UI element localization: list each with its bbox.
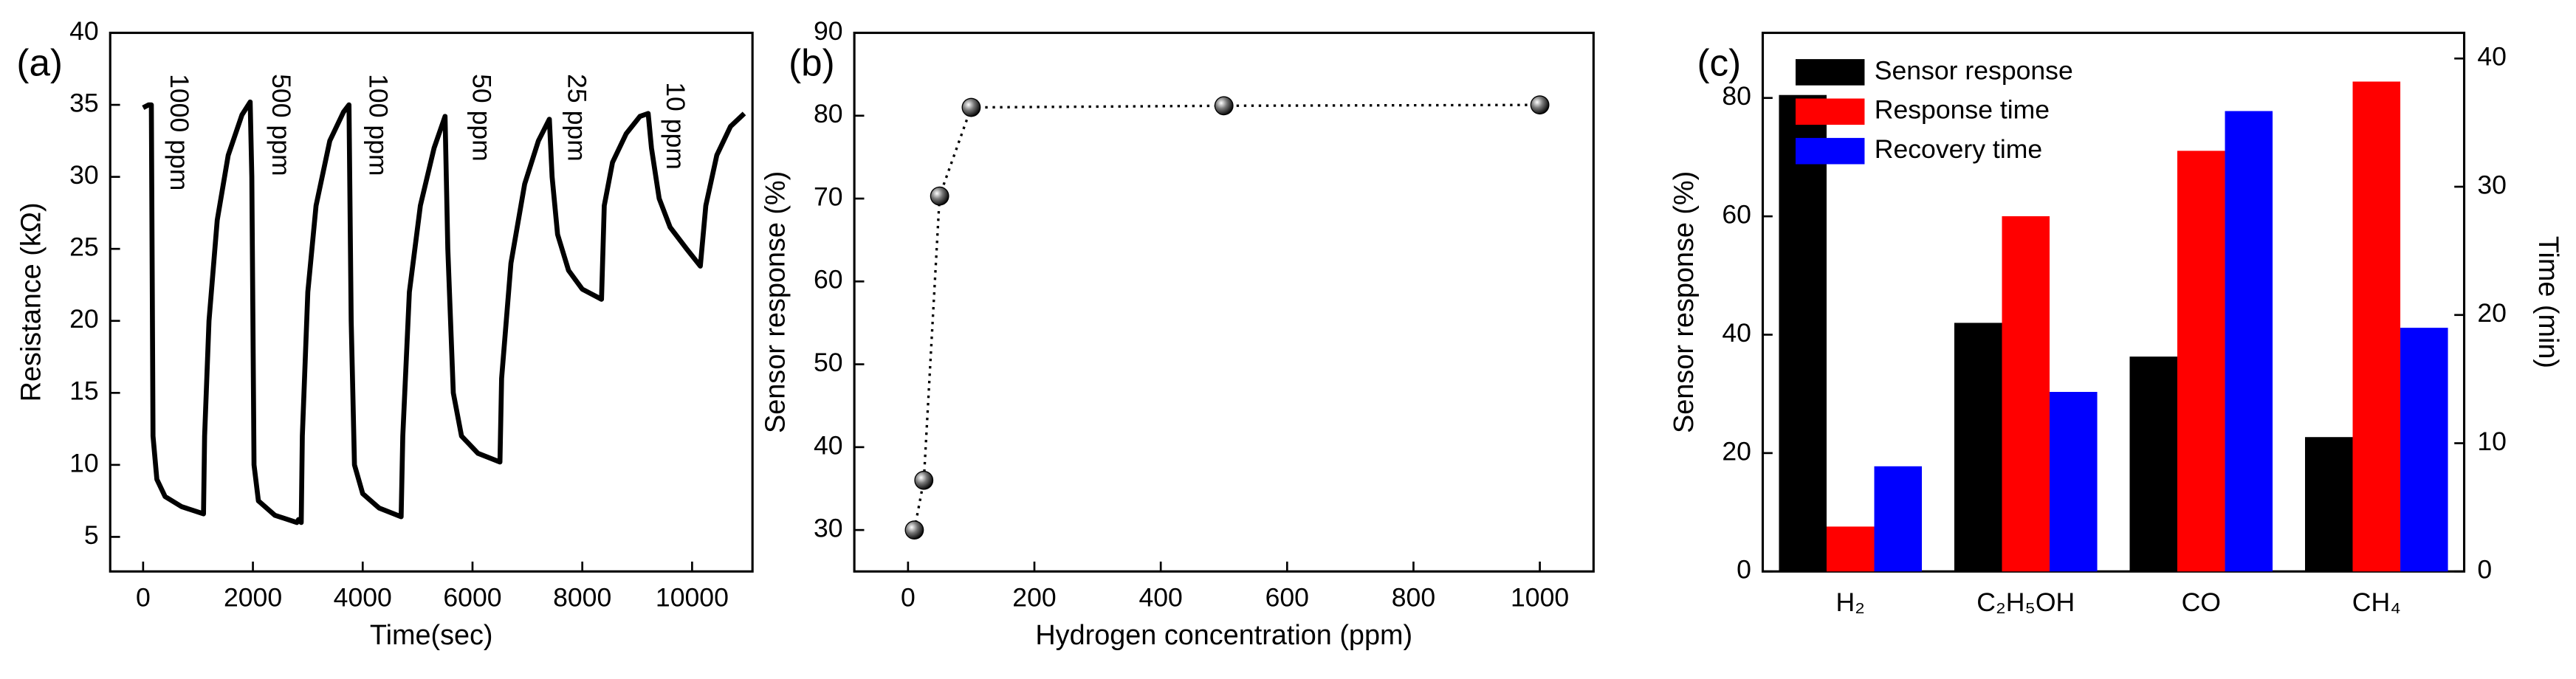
y-tick-label: 10 (69, 448, 99, 478)
x-tick-label: 2000 (224, 582, 282, 612)
x-tick-label: 800 (1392, 582, 1435, 612)
bar (2352, 81, 2401, 572)
data-point (1214, 96, 1234, 116)
y-tick-label: 25 (69, 232, 99, 262)
y2-tick-label: 0 (2477, 555, 2492, 585)
y-tick-label: 20 (1722, 436, 1751, 466)
x-tick-label: 8000 (553, 582, 611, 612)
legend-swatch (1795, 98, 1865, 125)
annotation: 25 ppm (562, 74, 591, 162)
bar (2002, 216, 2050, 572)
plot-frame (1761, 31, 2466, 573)
y-tick-label: 70 (814, 182, 843, 211)
x-tick-label: 0 (901, 582, 916, 612)
x-tick-label: 0 (136, 582, 151, 612)
x-tick-label: CO (2182, 587, 2221, 617)
y-axis-title: Resistance (kΩ) (16, 202, 47, 401)
data-point (1530, 95, 1550, 115)
y-tick-label: 15 (69, 376, 99, 406)
x-tick-label: C₂H₅OH (1976, 587, 2075, 617)
x-tick-label: H₂ (1835, 587, 1865, 617)
y-tick-label: 80 (814, 99, 843, 128)
plot-frame (853, 31, 1595, 573)
y-axis-title: Sensor response (%) (1669, 171, 1700, 433)
y2-tick-label: 40 (2477, 42, 2507, 72)
annotation: 100 ppm (363, 74, 393, 176)
data-line (142, 99, 746, 525)
panel-label: (c) (1697, 42, 1742, 84)
bar (1779, 94, 1827, 572)
x-tick-label: 6000 (443, 582, 501, 612)
y-tick-label: 20 (69, 304, 99, 334)
y-tick-label: 5 (84, 520, 99, 550)
x-tick-label: 600 (1265, 582, 1309, 612)
y-tick-label: 30 (814, 514, 843, 543)
y-tick-label: 60 (1722, 200, 1751, 230)
panel-label: (b) (789, 42, 835, 84)
bar (2177, 151, 2225, 572)
x-tick-label: CH₄ (2352, 587, 2401, 617)
plot-frame (109, 31, 754, 573)
annotation: 1000 ppm (165, 74, 194, 190)
legend-swatch (1795, 137, 1865, 165)
y-tick-label: 50 (814, 348, 843, 377)
x-tick-label: 4000 (334, 582, 392, 612)
data-point (961, 97, 981, 117)
bar (2400, 328, 2448, 572)
data-point (904, 520, 924, 540)
bar (2050, 392, 2098, 572)
panel-label: (a) (16, 42, 63, 84)
bar (2129, 356, 2178, 572)
data-point (914, 470, 934, 490)
annotation: 500 ppm (267, 74, 296, 176)
x-tick-label: 400 (1138, 582, 1182, 612)
bar (1826, 526, 1875, 572)
data-point (930, 186, 949, 206)
y-tick-label: 80 (1722, 81, 1751, 111)
bar (1874, 466, 1923, 572)
y-tick-label: 60 (814, 265, 843, 294)
connector-line (913, 103, 1540, 531)
y-tick-label: 40 (69, 16, 99, 46)
y-tick-label: 30 (69, 160, 99, 190)
y2-tick-label: 30 (2477, 170, 2507, 199)
legend-swatch (1795, 59, 1865, 86)
bar (2225, 111, 2273, 572)
bar (2304, 437, 2353, 572)
y-tick-label: 40 (814, 430, 843, 460)
x-tick-label: 1000 (1511, 582, 1569, 612)
y2-axis-title: Time (min) (2532, 236, 2563, 368)
x-axis-title: Time(sec) (370, 620, 493, 651)
y-axis-title: Sensor response (%) (760, 171, 791, 433)
annotation: 50 ppm (467, 74, 496, 162)
y-tick-label: 40 (1722, 318, 1751, 348)
y2-tick-label: 20 (2477, 298, 2507, 328)
x-axis-title: Hydrogen concentration (ppm) (1035, 620, 1412, 651)
legend-label: Recovery time (1875, 134, 2042, 164)
legend-label: Sensor response (1875, 55, 2073, 85)
y-tick-label: 90 (814, 16, 843, 46)
annotation: 10 ppm (661, 82, 690, 170)
x-tick-label: 200 (1012, 582, 1056, 612)
y-tick-label: 0 (1737, 555, 1751, 585)
bar (1954, 323, 2002, 572)
y2-tick-label: 10 (2477, 427, 2507, 456)
x-tick-label: 10000 (656, 582, 729, 612)
legend-label: Response time (1875, 95, 2050, 125)
y-tick-label: 35 (69, 88, 99, 117)
